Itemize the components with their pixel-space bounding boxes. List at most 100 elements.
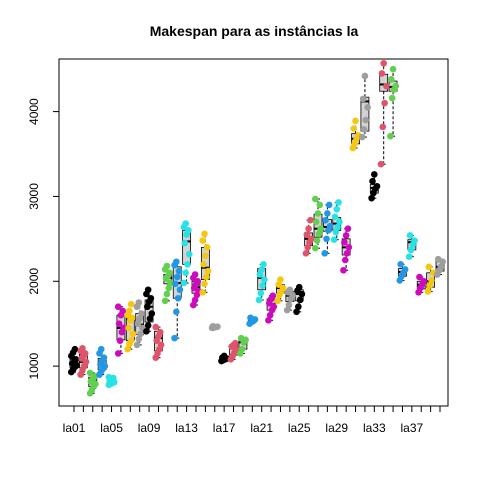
box-la34 — [379, 62, 389, 165]
points-la21 — [255, 261, 268, 304]
data-point — [255, 296, 263, 304]
data-point — [343, 249, 351, 257]
data-point — [165, 284, 173, 292]
x-tick-label: la01 — [63, 421, 86, 435]
data-point — [425, 263, 433, 271]
data-point — [361, 72, 369, 80]
points-la04 — [96, 345, 109, 378]
data-point — [293, 308, 300, 316]
data-point — [342, 232, 350, 239]
data-point — [411, 237, 418, 244]
data-point — [173, 258, 180, 266]
data-point — [256, 271, 264, 278]
data-point — [194, 277, 202, 285]
data-point — [166, 269, 173, 277]
data-point — [260, 261, 267, 268]
data-point — [362, 116, 370, 124]
data-point — [368, 194, 375, 202]
data-point — [314, 210, 322, 217]
data-point — [371, 171, 378, 178]
data-point — [265, 317, 272, 324]
x-tick-label: la21 — [250, 421, 273, 435]
points-la07 — [124, 300, 137, 353]
data-point — [147, 294, 155, 302]
data-point — [285, 301, 293, 309]
points-la24 — [283, 286, 296, 314]
data-point — [295, 283, 303, 291]
data-point — [334, 223, 341, 231]
data-point — [148, 310, 156, 317]
data-point — [360, 126, 368, 133]
data-point — [295, 303, 302, 311]
x-tick-label: la33 — [363, 421, 386, 435]
points-la38 — [415, 273, 428, 296]
data-point — [381, 99, 388, 107]
data-point — [266, 311, 274, 319]
data-point — [317, 225, 325, 232]
points-la03 — [86, 369, 99, 397]
points-la11 — [161, 262, 174, 305]
data-point — [335, 199, 342, 206]
data-point — [344, 225, 352, 232]
data-point — [199, 289, 206, 296]
points-la22 — [265, 292, 278, 324]
data-point — [277, 276, 284, 283]
data-point — [322, 216, 329, 224]
data-point — [275, 281, 282, 288]
data-point — [191, 296, 199, 304]
points-la16 — [208, 322, 221, 332]
data-point — [257, 289, 265, 297]
data-point — [175, 267, 183, 275]
data-point — [247, 314, 254, 322]
points-la27 — [312, 195, 325, 252]
points-la05 — [105, 373, 118, 389]
data-point — [86, 369, 94, 377]
data-point — [369, 177, 376, 185]
data-point — [71, 345, 79, 353]
data-point — [261, 276, 268, 283]
data-point — [152, 323, 160, 331]
data-point — [171, 334, 178, 342]
y-tick-label: 3000 — [27, 183, 41, 210]
data-point — [321, 249, 328, 257]
data-point — [167, 279, 174, 287]
data-point — [378, 70, 386, 77]
points-la28 — [321, 201, 334, 257]
y-tick-label: 4000 — [27, 98, 41, 125]
data-point — [324, 210, 331, 217]
points-la14 — [190, 271, 202, 309]
data-point — [298, 290, 306, 298]
data-point — [316, 201, 324, 209]
data-point — [114, 303, 122, 311]
data-point — [200, 261, 207, 268]
points-la39 — [424, 263, 437, 295]
data-point — [125, 324, 132, 332]
x-axis: la01 la05 la09 la13 la17 la21 la25 la29 la33 la37 — [63, 405, 441, 435]
data-point — [323, 235, 330, 243]
data-point — [157, 341, 165, 349]
y-tick-label: 1000 — [27, 352, 41, 379]
y-tick-label: 2000 — [27, 268, 41, 295]
data-point — [388, 94, 396, 102]
data-point — [220, 352, 228, 360]
data-point — [185, 227, 192, 234]
points-la26 — [302, 216, 315, 257]
data-point — [114, 350, 122, 357]
points-la34 — [377, 59, 390, 168]
data-point — [359, 95, 367, 103]
data-point — [137, 330, 144, 338]
data-point — [144, 286, 152, 294]
x-tick-label: la05 — [100, 421, 123, 435]
data-point — [313, 237, 321, 244]
points-la33 — [368, 171, 381, 202]
data-point — [129, 330, 137, 338]
data-point — [330, 236, 338, 244]
data-point — [237, 334, 245, 342]
data-point — [345, 244, 353, 251]
data-point — [186, 250, 193, 258]
data-point — [182, 269, 190, 277]
data-point — [172, 280, 179, 288]
data-point — [296, 296, 304, 304]
data-point — [190, 301, 197, 309]
data-point — [201, 230, 208, 238]
